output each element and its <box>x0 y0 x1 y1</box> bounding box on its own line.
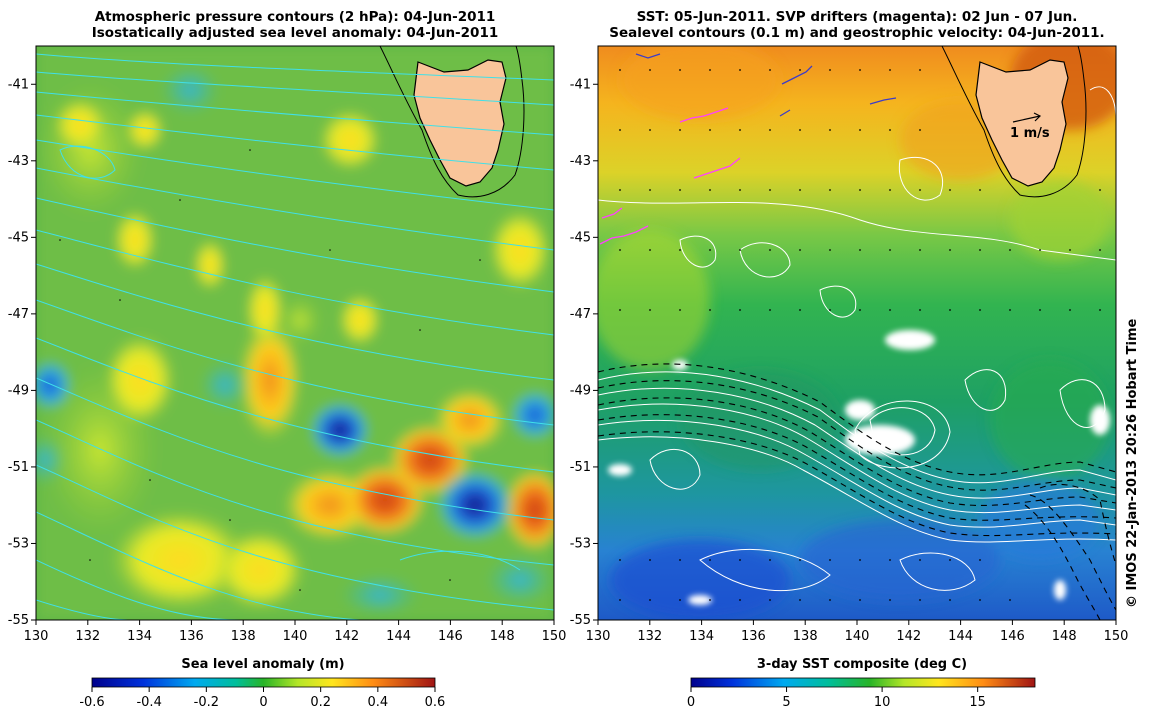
y-tick-label: -43 <box>8 154 29 169</box>
sla-colorbar <box>91 677 436 688</box>
x-tick-label: 138 <box>793 629 818 644</box>
velocity-scale-label: 1 m/s <box>1010 126 1050 141</box>
x-tick-label: 134 <box>127 629 152 644</box>
colorbar-tick-label: 5 <box>782 695 790 710</box>
x-tick-label: 150 <box>1104 629 1129 644</box>
x-tick-label: 144 <box>386 629 411 644</box>
x-tick-label: 136 <box>179 629 204 644</box>
pressure-contours <box>36 53 554 620</box>
colorbar-tick-label: 0.6 <box>425 695 446 710</box>
y-tick-label: -55 <box>8 613 29 628</box>
y-tick-label: -53 <box>8 536 29 551</box>
x-tick-label: 144 <box>948 629 973 644</box>
velocity-scale-arrow <box>1012 115 1041 123</box>
drifter-velocity-arrows <box>635 53 897 117</box>
sla-scatter-dots <box>59 149 481 591</box>
svp-drifter-tracks <box>599 107 741 245</box>
tasmania-land <box>413 59 507 187</box>
y-tick-label: -47 <box>8 307 29 322</box>
right-title-line2: Sealevel contours (0.1 m) and geostrophi… <box>609 25 1105 41</box>
colorbar-tick-label: 0 <box>687 695 695 710</box>
y-tick-label: -49 <box>8 383 29 398</box>
x-tick-label: 142 <box>896 629 921 644</box>
y-tick-label: -41 <box>570 77 591 92</box>
sla-field <box>36 46 554 620</box>
y-tick-label: -51 <box>570 460 591 475</box>
x-tick-label: 132 <box>637 629 662 644</box>
right-colorbar: 3-day SST composite (deg C) 0 5 10 15 <box>687 657 1036 710</box>
colorbar-tick-label: 0 <box>259 695 267 710</box>
x-tick-label: 134 <box>689 629 714 644</box>
y-tick-label: -41 <box>8 77 29 92</box>
map-axes: 130 132 134 136 138 140 142 144 146 148 150 -41 -43 -… <box>8 77 1129 644</box>
right-colorbar-label: 3-day SST composite (deg C) <box>757 657 967 672</box>
y-tick-label: -53 <box>570 536 591 551</box>
left-title-line2: Isostatically adjusted sea level anomaly… <box>91 25 499 41</box>
y-tick-label: -51 <box>8 460 29 475</box>
colorbar-tick-label: 10 <box>874 695 891 710</box>
y-tick-label: -45 <box>8 230 29 245</box>
colorbar-tick-label: 15 <box>969 695 986 710</box>
x-tick-label: 146 <box>438 629 463 644</box>
left-colorbar-label: Sea level anomaly (m) <box>181 657 344 672</box>
colorbar-tick-label: 0.2 <box>310 695 331 710</box>
x-tick-label: 130 <box>24 629 49 644</box>
x-tick-label: 140 <box>283 629 308 644</box>
sealevel-contours <box>598 86 1116 592</box>
velocity-dots <box>619 69 1101 601</box>
y-tick-label: -55 <box>570 613 591 628</box>
colorbar-tick-label: -0.6 <box>79 695 104 710</box>
x-tick-label: 148 <box>1052 629 1077 644</box>
x-tick-label: 150 <box>542 629 567 644</box>
right-map <box>598 46 1116 620</box>
x-tick-label: 148 <box>490 629 515 644</box>
colorbar-tick-label: 0.4 <box>367 695 388 710</box>
right-title-line1: SST: 05-Jun-2011. SVP drifters (magenta)… <box>636 9 1078 25</box>
x-tick-label: 130 <box>586 629 611 644</box>
x-tick-label: 136 <box>741 629 766 644</box>
x-tick-label: 142 <box>334 629 359 644</box>
geostrophic-velocity-arrows <box>598 363 1116 620</box>
colorbar-tick-label: -0.4 <box>136 695 161 710</box>
tasmania-land-sst <box>975 59 1069 187</box>
colorbar-tick-label: -0.2 <box>194 695 219 710</box>
left-map <box>36 46 554 620</box>
sst-colorbar <box>690 677 1036 688</box>
x-tick-label: 132 <box>75 629 100 644</box>
y-tick-label: -49 <box>570 383 591 398</box>
y-tick-label: -45 <box>570 230 591 245</box>
x-tick-label: 146 <box>1000 629 1025 644</box>
left-title-line1: Atmospheric pressure contours (2 hPa): 0… <box>94 9 496 25</box>
x-tick-label: 138 <box>231 629 256 644</box>
x-tick-label: 140 <box>845 629 870 644</box>
y-tick-label: -47 <box>570 307 591 322</box>
left-colorbar: Sea level anomaly (m) -0.6 -0.4 -0.2 0 0.2 0.… <box>79 657 445 710</box>
y-tick-label: -43 <box>570 154 591 169</box>
copyright-timestamp: © IMOS 22-Jan-2013 20:26 Hobart Time <box>1125 318 1140 608</box>
